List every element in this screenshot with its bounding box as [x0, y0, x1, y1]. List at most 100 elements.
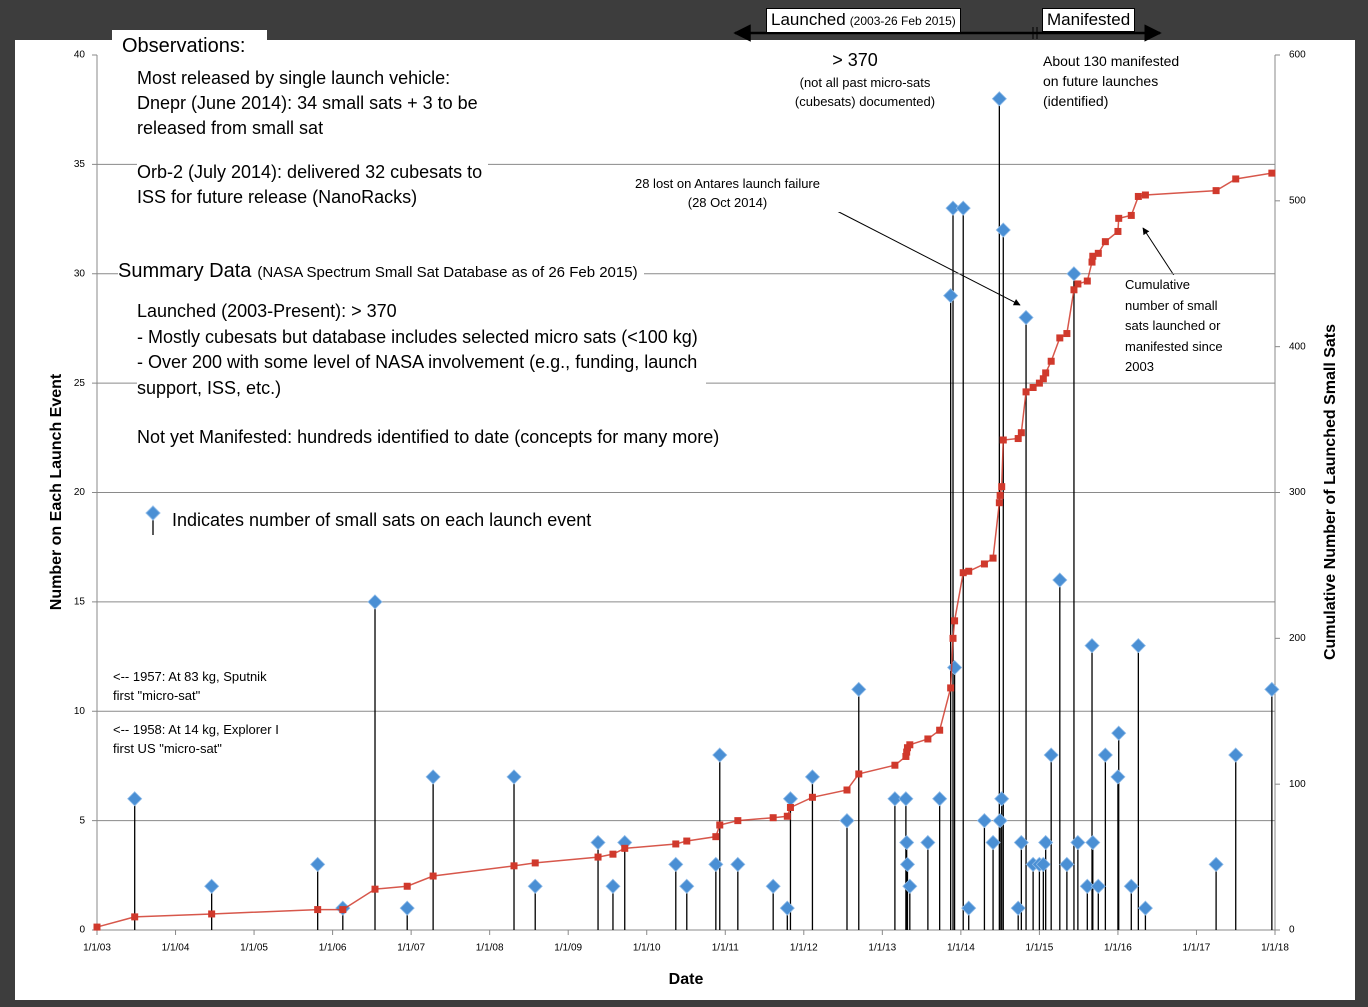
square-marker	[510, 862, 518, 870]
square-marker	[734, 817, 742, 825]
summary-text-line: Launched (2003-Present): > 370	[137, 301, 397, 321]
x-axis-title: Date	[669, 971, 704, 988]
summary-source: (NASA Spectrum Small Sat Database as of …	[257, 264, 638, 281]
diamond-marker	[779, 900, 795, 916]
observations-text: Most released by single launch vehicle: D…	[137, 66, 478, 141]
x-tick-label: 1/1/17	[1183, 943, 1211, 954]
y-tick-label: 40	[74, 50, 86, 61]
diamond-marker	[1079, 878, 1095, 894]
y2-tick-label: 400	[1289, 341, 1306, 352]
cumulative-arrow	[1142, 227, 1176, 278]
square-marker	[924, 735, 932, 743]
cumulative-note-line: number of small	[1125, 297, 1218, 313]
manifested-note: About 130 manifested on future launches (i…	[1043, 51, 1180, 111]
observations-text-line: Dnepr (June 2014): 34 small sats + 3 to …	[137, 93, 478, 113]
x-tick-label: 1/1/07	[397, 943, 425, 954]
diamond-marker	[902, 878, 918, 894]
square-marker	[989, 554, 997, 562]
sputnik-note-line: <-- 1957: At 83 kg, Sputnik	[113, 669, 267, 684]
diamond-marker	[1052, 572, 1068, 588]
diamond-marker	[765, 878, 781, 894]
square-marker	[1088, 258, 1096, 266]
square-marker	[808, 793, 816, 801]
observations-title-line: Observations:	[122, 35, 246, 57]
legend-marker	[145, 505, 161, 521]
launched-count: > 370	[790, 48, 920, 72]
square-marker	[1070, 286, 1078, 294]
x-tick-label: 1/1/04	[162, 943, 190, 954]
square-marker	[1035, 379, 1043, 387]
x-tick-label: 1/1/18	[1261, 943, 1289, 954]
diamond-marker	[1110, 769, 1126, 785]
x-tick-label: 1/1/08	[476, 943, 504, 954]
square-marker	[594, 853, 602, 861]
summary-text-line: - Mostly cubesats but database includes …	[137, 326, 698, 347]
square-marker	[131, 913, 139, 921]
square-marker	[1232, 175, 1240, 183]
square-marker	[1134, 192, 1142, 200]
diamond-marker	[851, 681, 867, 697]
square-marker	[1127, 211, 1135, 219]
diamond-marker	[995, 222, 1011, 238]
y-tick-label: 25	[74, 378, 86, 389]
y2-tick-label: 300	[1289, 487, 1306, 498]
x-tick-label: 1/1/09	[554, 943, 582, 954]
square-marker	[855, 770, 863, 778]
square-marker	[999, 436, 1007, 444]
diamond-marker	[708, 856, 724, 872]
launched-title: Launched	[771, 10, 846, 29]
diamond-marker	[991, 91, 1007, 107]
x-tick-label: 1/1/16	[1104, 943, 1132, 954]
y-tick-label: 0	[79, 925, 85, 936]
square-marker	[1029, 384, 1037, 391]
y-tick-label: 5	[79, 815, 85, 826]
manifested-header-line: Manifested	[1047, 10, 1131, 29]
x-tick-label: 1/1/11	[712, 943, 739, 954]
square-marker	[314, 906, 322, 914]
square-marker	[902, 752, 910, 760]
square-marker	[843, 786, 851, 794]
x-tick-label: 1/1/05	[240, 943, 268, 954]
square-marker	[906, 741, 914, 749]
y-tick-label: 30	[74, 268, 86, 279]
square-marker	[1141, 191, 1149, 199]
explorer-note: <-- 1958: At 14 kg, Explorer I first US "…	[113, 720, 285, 758]
y-tick-label: 15	[74, 597, 86, 608]
antares-note-line: 28 lost on Antares launch failure	[634, 176, 820, 191]
square-marker	[783, 812, 791, 820]
diamond-marker	[127, 791, 143, 807]
square-marker	[1115, 214, 1123, 222]
cumulative-note-line: 2003	[1125, 359, 1154, 374]
square-marker	[786, 804, 794, 811]
diamond-marker	[1013, 834, 1029, 851]
diamond-marker	[899, 834, 915, 851]
diamond-marker	[932, 791, 948, 807]
diamond-marker	[204, 878, 220, 894]
diamond-marker	[782, 791, 799, 807]
square-marker	[1017, 429, 1025, 437]
diamond-marker	[1137, 900, 1153, 916]
square-marker	[1039, 375, 1047, 383]
diamond-marker	[887, 791, 903, 807]
diamond-marker	[839, 813, 855, 829]
summary-text: Launched (2003-Present): > 370 - Mostly c…	[137, 299, 706, 401]
observations-text: Orb-2 (July 2014): delivered 32 cubesats…	[137, 160, 489, 210]
square-marker	[936, 726, 944, 734]
x-tick-label: 1/1/15	[1025, 943, 1053, 954]
manifested-note-line: on future launches	[1043, 73, 1159, 89]
diamond-marker	[668, 856, 684, 872]
summary-text-line: - Over 200 with some level of NASA invol…	[137, 352, 698, 372]
observations-text-line: Orb-2 (July 2014): delivered 32 cubesats…	[137, 162, 483, 182]
diamond-marker	[955, 200, 971, 216]
summary-text-line: Not yet Manifested: hundreds identified …	[137, 427, 720, 447]
square-marker	[1212, 187, 1220, 195]
diamond-marker	[1097, 747, 1113, 763]
square-marker	[1101, 238, 1109, 246]
diamond-marker	[899, 856, 916, 872]
square-marker	[621, 844, 629, 852]
explorer-note-line: first US "micro-sat"	[113, 741, 222, 756]
launched-note-line: (not all past micro-sats	[799, 75, 931, 90]
diamond-marker	[679, 878, 695, 894]
explorer-note-line: <-- 1958: At 14 kg, Explorer I	[113, 722, 279, 737]
